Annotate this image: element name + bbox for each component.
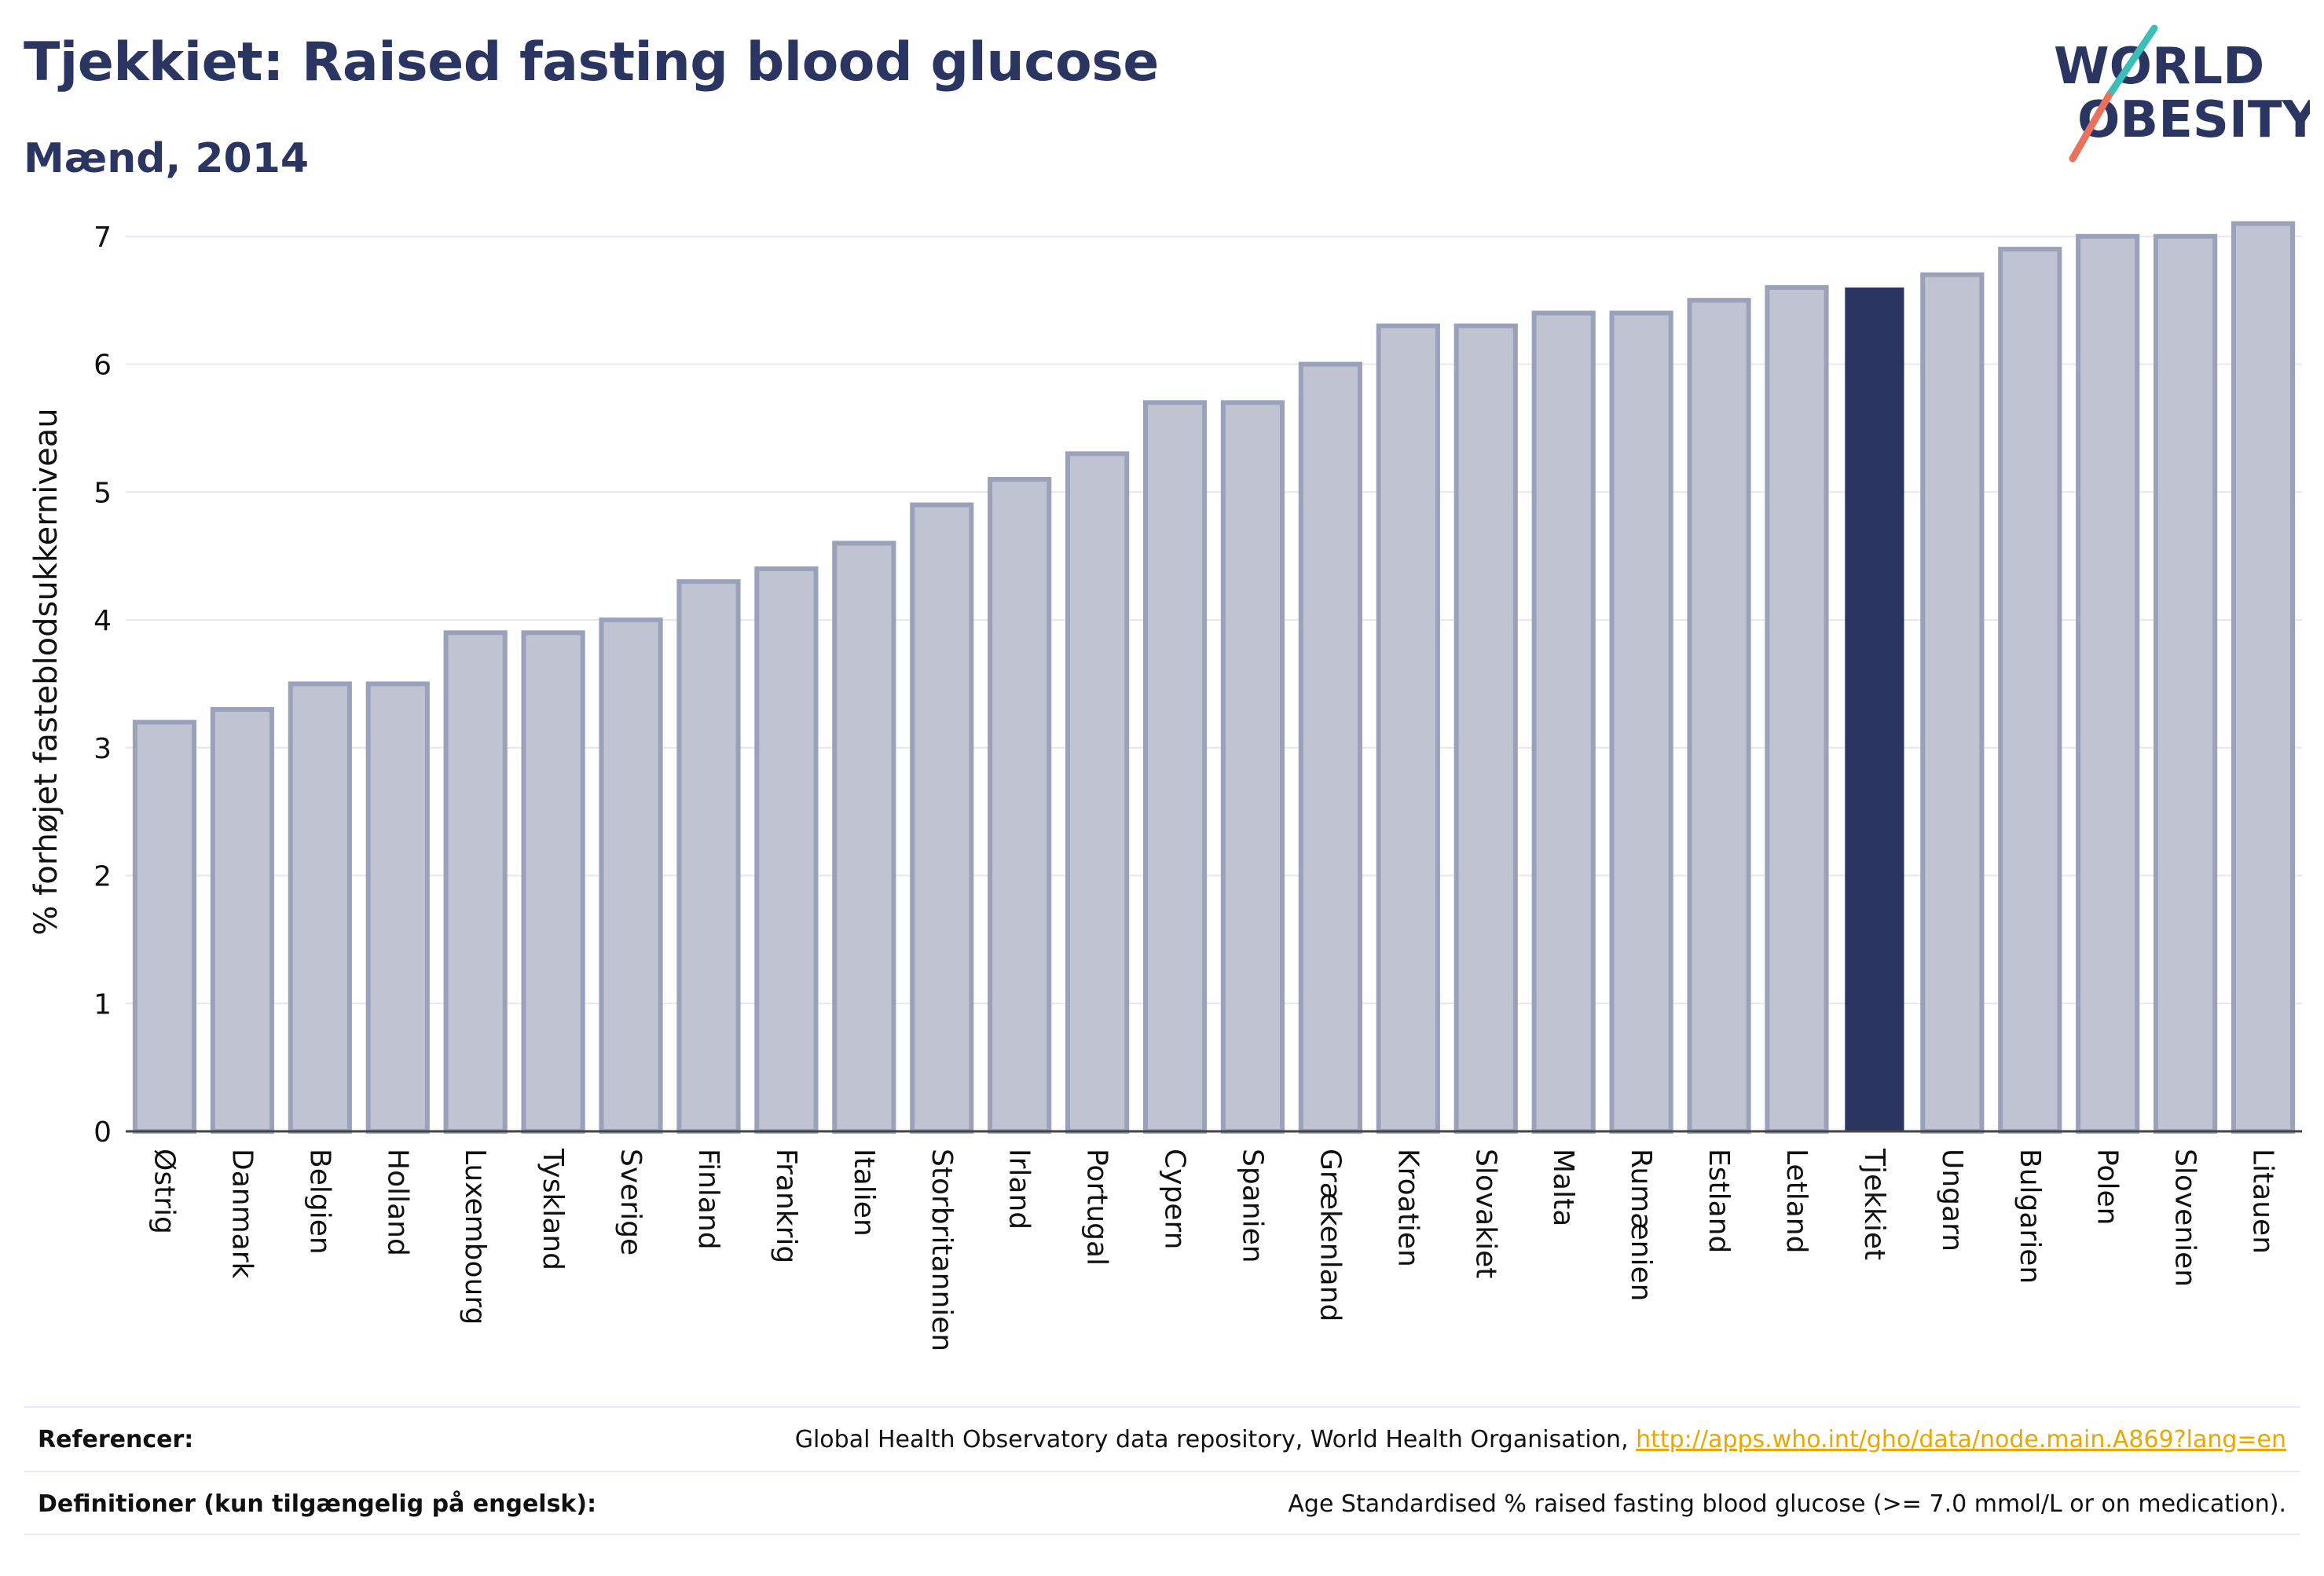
y-tick-label: 2 xyxy=(93,861,112,893)
x-tick-label: Danmark xyxy=(225,1149,258,1279)
y-tick-label: 6 xyxy=(93,350,112,382)
y-tick-label: 3 xyxy=(93,733,112,765)
y-axis-label: % forhøjet fasteblodsukkerniveau xyxy=(28,408,64,935)
bar-chart: 0 1 2 3 4 5 6 7 Østrig Danmark Belgien Holland Luxem… xyxy=(28,221,2302,1351)
logo-line2: OBESITY xyxy=(2077,91,2310,149)
bar-litauen xyxy=(2231,221,2296,1134)
x-tick-label: Luxembourg xyxy=(459,1149,491,1325)
bar-malta xyxy=(1531,310,1596,1134)
chart-subtitle: Mænd, 2014 xyxy=(24,135,310,182)
bar-holland xyxy=(365,681,430,1134)
x-tick-label: Sverige xyxy=(614,1149,647,1255)
bar-letland xyxy=(1765,284,1829,1134)
x-tick-label: Litauen xyxy=(2247,1149,2279,1254)
y-tick-label: 7 xyxy=(93,222,112,254)
bar-grækenland xyxy=(1298,361,1362,1134)
x-tick-label: Rumænien xyxy=(1625,1149,1657,1301)
x-tick-label: Letland xyxy=(1780,1149,1813,1253)
x-tick-label: Italien xyxy=(848,1149,880,1237)
x-tick-label: Østrig xyxy=(148,1149,180,1234)
bar-sverige xyxy=(599,618,663,1134)
bar-estland xyxy=(1687,298,1751,1134)
y-tick-label: 4 xyxy=(93,605,112,637)
definitions-text: Age Standardised % raised fasting blood … xyxy=(1288,1490,2286,1518)
bar-rumænien xyxy=(1609,310,1673,1134)
x-tick-label: Portugal xyxy=(1081,1149,1113,1266)
x-tick-label: Tyskland xyxy=(537,1148,569,1270)
y-tick-label: 5 xyxy=(93,477,112,509)
bar-ungarn xyxy=(1920,272,1985,1134)
bar-polen xyxy=(2076,233,2140,1134)
bar-frankrig xyxy=(754,566,819,1134)
bar-portugal xyxy=(1065,451,1130,1134)
x-tick-label: Kroatien xyxy=(1391,1149,1424,1267)
bar-spanien xyxy=(1220,400,1285,1134)
logo-line1: WORLD xyxy=(2054,38,2264,96)
x-tick-label: Estland xyxy=(1703,1149,1735,1253)
x-tick-label: Bulgarien xyxy=(2014,1149,2046,1284)
bar-slovenien xyxy=(2154,233,2218,1134)
footer-divider xyxy=(24,1534,2300,1535)
bar-storbritannien xyxy=(910,502,974,1134)
references-row: Referencer: Global Health Observatory da… xyxy=(24,1406,2300,1471)
bar-slovakiet xyxy=(1453,323,1518,1134)
y-tick-label: 1 xyxy=(93,988,112,1021)
x-tick-label: Slovakiet xyxy=(1469,1149,1501,1278)
x-tick-label: Irland xyxy=(1003,1149,1036,1230)
bar-finland xyxy=(676,579,741,1134)
x-tick-label: Grækenland xyxy=(1314,1149,1346,1321)
x-tick-label: Cypern xyxy=(1159,1149,1191,1249)
references-text: Global Health Observatory data repositor… xyxy=(794,1425,1637,1453)
x-tick-label: Belgien xyxy=(303,1149,335,1255)
chart-title: Tjekkiet: Raised fasting blood glucose xyxy=(24,31,1159,93)
world-obesity-logo: WORLD OBESITY xyxy=(2054,24,2310,163)
x-tick-label: Polen xyxy=(2091,1149,2124,1225)
x-tick-label: Frankrig xyxy=(770,1149,802,1263)
bar-danmark xyxy=(210,706,274,1134)
x-tick-label: Malta xyxy=(1547,1149,1579,1226)
x-tick-label: Holland xyxy=(381,1149,413,1256)
x-tick-label: Storbritannien xyxy=(926,1149,958,1351)
bar-tjekkiet xyxy=(1845,287,1904,1131)
bar-luxembourg xyxy=(443,630,508,1134)
logo-slash-coral xyxy=(2069,92,2113,163)
bars xyxy=(132,221,2296,1134)
references-value: Global Health Observatory data repositor… xyxy=(795,1426,2300,1453)
axes: 0 1 2 3 4 5 6 7 Østrig Danmark Belgien Holland Luxem… xyxy=(93,222,2302,1351)
bar-irland xyxy=(988,477,1052,1134)
x-tick-label: Slovenien xyxy=(2169,1149,2201,1287)
bar-østrig xyxy=(132,720,197,1134)
bar-bulgarien xyxy=(1998,247,2062,1134)
x-tick-label: Ungarn xyxy=(1936,1149,1968,1252)
bar-tyskland xyxy=(521,630,585,1134)
y-tick-label: 0 xyxy=(93,1116,112,1149)
x-tick-label: Tjekkiet xyxy=(1858,1148,1890,1260)
bar-kroatien xyxy=(1376,323,1440,1134)
logo-slash-teal xyxy=(2105,24,2158,100)
x-tick-label: Spanien xyxy=(1236,1149,1268,1263)
bar-belgien xyxy=(288,681,352,1134)
definitions-row: Definitioner (kun tilgængelig på engelsk… xyxy=(24,1471,2300,1535)
bar-cypern xyxy=(1142,400,1208,1134)
x-tick-label: Finland xyxy=(692,1149,724,1250)
references-label: Referencer: xyxy=(38,1425,194,1453)
definitions-label: Definitioner (kun tilgængelig på engelsk… xyxy=(38,1490,597,1518)
references-link[interactable]: http://apps.who.int/gho/data/node.main.A… xyxy=(1636,1425,2286,1453)
bar-italien xyxy=(832,541,896,1134)
